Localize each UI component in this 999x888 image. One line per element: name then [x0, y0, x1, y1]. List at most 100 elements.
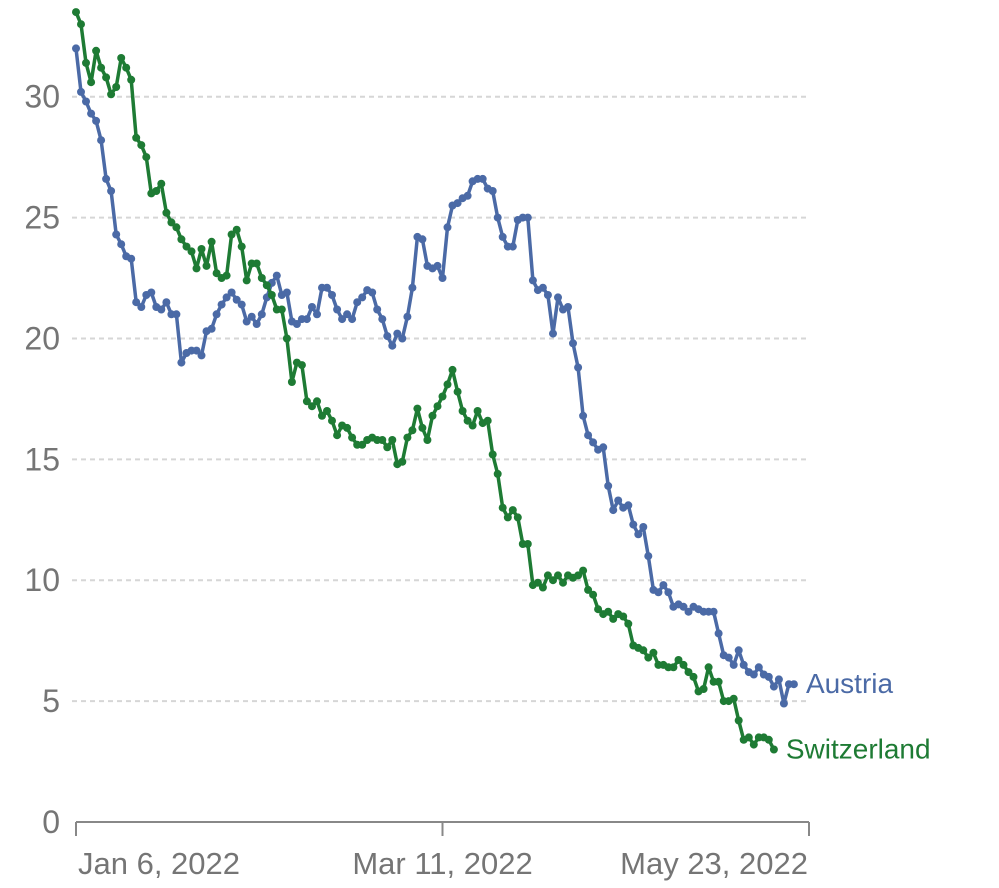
- data-point: [87, 109, 96, 118]
- data-point: [659, 581, 668, 590]
- data-point: [709, 607, 718, 616]
- data-point: [77, 20, 85, 29]
- data-point: [117, 54, 126, 62]
- data-point: [729, 660, 738, 669]
- data-point: [463, 191, 472, 200]
- data-point: [734, 646, 743, 655]
- data-point: [227, 230, 236, 239]
- data-point: [343, 310, 352, 319]
- data-point: [277, 305, 286, 314]
- data-point: [308, 303, 316, 311]
- data-point: [629, 520, 638, 529]
- data-point: [338, 315, 347, 324]
- data-point: [157, 179, 166, 188]
- data-point: [498, 232, 507, 241]
- y-tick-label: 10: [24, 562, 60, 598]
- data-point: [458, 407, 467, 415]
- data-point: [197, 351, 206, 360]
- data-point: [177, 235, 186, 244]
- data-point: [764, 672, 773, 681]
- data-point: [559, 578, 567, 587]
- x-tick-label: May 23, 2022: [620, 846, 808, 881]
- data-point: [222, 271, 231, 280]
- data-point: [383, 332, 392, 341]
- data-point: [348, 315, 357, 324]
- data-point: [187, 247, 196, 256]
- x-tick-label: Mar 11, 2022: [352, 846, 532, 881]
- data-point: [478, 174, 487, 183]
- data-point: [589, 438, 598, 447]
- series-label-switzerland: Switzerland: [786, 733, 931, 764]
- data-point: [744, 733, 753, 742]
- data-point: [373, 305, 382, 314]
- y-tick-label: 20: [24, 320, 60, 356]
- data-point: [584, 431, 593, 440]
- data-point: [508, 242, 517, 251]
- data-point: [408, 426, 417, 435]
- data-point: [323, 283, 331, 292]
- data-point: [82, 97, 90, 106]
- data-point: [634, 530, 643, 539]
- data-point: [453, 199, 462, 208]
- data-point: [538, 583, 547, 592]
- data-point: [323, 407, 331, 415]
- data-point: [237, 242, 246, 251]
- data-point: [152, 187, 161, 195]
- data-point: [358, 440, 367, 449]
- data-point: [257, 310, 266, 319]
- data-point: [654, 588, 663, 597]
- data-point: [769, 682, 778, 691]
- data-point: [604, 481, 613, 490]
- data-point: [212, 310, 221, 319]
- data-point: [257, 274, 266, 282]
- y-tick-label: 15: [24, 441, 60, 477]
- data-point: [528, 276, 537, 285]
- data-point: [112, 230, 121, 239]
- data-point: [609, 614, 618, 623]
- data-point: [333, 431, 342, 440]
- data-point: [292, 320, 301, 328]
- data-point: [403, 312, 412, 321]
- data-point: [764, 735, 773, 744]
- data-point: [107, 187, 116, 195]
- data-point: [443, 380, 452, 389]
- data-point: [313, 310, 321, 319]
- data-point: [564, 303, 572, 311]
- data-point: [308, 402, 316, 411]
- data-point: [162, 208, 171, 217]
- data-point: [769, 745, 778, 754]
- data-point: [418, 235, 427, 244]
- data-point: [423, 436, 432, 444]
- data-point: [393, 329, 402, 338]
- data-point: [247, 312, 256, 321]
- data-point: [97, 136, 106, 145]
- data-point: [734, 716, 743, 725]
- data-point: [147, 288, 156, 297]
- y-tick-label: 30: [24, 79, 60, 115]
- x-tick-label: Jan 6, 2022: [78, 846, 240, 881]
- data-point: [72, 44, 80, 53]
- data-point: [358, 293, 367, 302]
- data-point: [508, 506, 517, 515]
- data-point: [488, 187, 497, 195]
- data-point: [102, 174, 111, 183]
- data-point: [388, 341, 397, 350]
- data-point: [162, 298, 171, 307]
- data-point: [107, 90, 116, 99]
- data-point: [468, 421, 477, 430]
- data-point: [448, 365, 457, 374]
- data-point: [87, 78, 96, 87]
- data-point: [433, 261, 442, 270]
- data-point: [749, 740, 758, 749]
- data-point: [252, 259, 261, 268]
- data-point: [754, 663, 763, 672]
- data-point: [604, 607, 613, 616]
- data-point: [428, 411, 437, 420]
- data-point: [589, 590, 598, 599]
- data-point: [398, 334, 407, 343]
- data-point: [117, 240, 126, 249]
- data-point: [242, 317, 251, 326]
- data-point: [232, 225, 241, 234]
- y-tick-label: 5: [42, 683, 60, 719]
- data-point: [774, 675, 783, 684]
